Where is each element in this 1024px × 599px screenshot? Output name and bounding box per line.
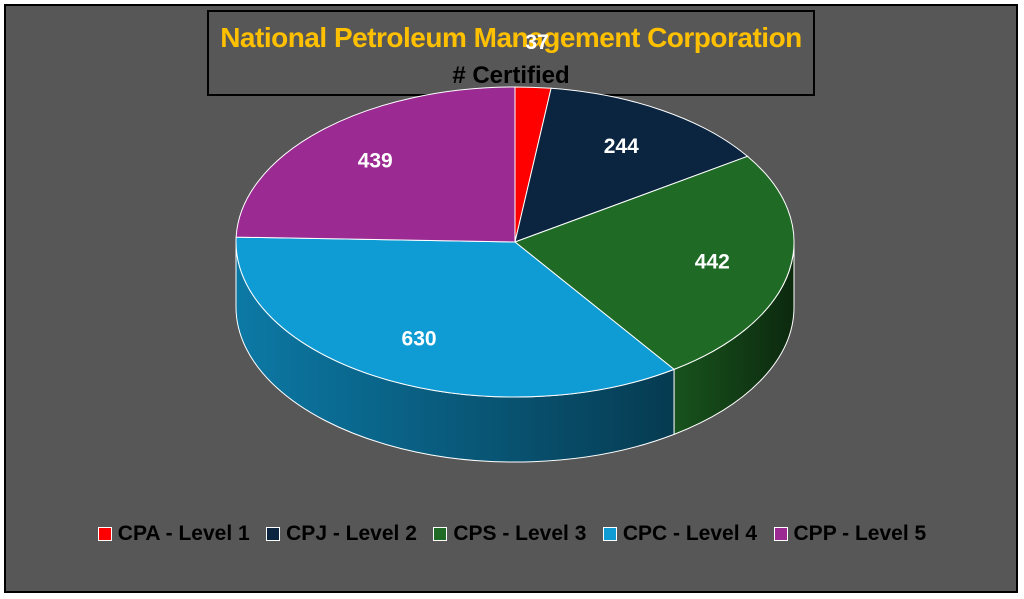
data-label: 244 xyxy=(604,135,639,158)
legend-item-cpj: CPJ - Level 2 xyxy=(266,522,417,546)
legend-swatch xyxy=(266,527,281,541)
data-label: 37 xyxy=(525,31,548,54)
data-label: 439 xyxy=(358,149,393,172)
legend-swatch xyxy=(97,527,112,541)
legend-label: CPA - Level 1 xyxy=(117,522,250,545)
legend-item-cpc: CPC - Level 4 xyxy=(602,522,758,546)
legend-item-cpp: CPP - Level 5 xyxy=(773,522,927,546)
pie-slice xyxy=(235,236,676,398)
legend-swatch xyxy=(773,527,788,541)
pie-slice xyxy=(235,86,516,243)
legend-item-cpa: CPA - Level 1 xyxy=(97,522,250,546)
pie-top xyxy=(235,86,795,398)
pie-slice xyxy=(514,87,749,243)
legend-swatch xyxy=(602,527,617,541)
legend-label: CPC - Level 4 xyxy=(622,522,758,545)
chart-legend: CPA - Level 1 CPJ - Level 2 CPS - Level … xyxy=(0,522,1024,546)
legend-swatch xyxy=(433,527,448,541)
pie-slice xyxy=(513,155,795,370)
legend-item-cps: CPS - Level 3 xyxy=(433,522,586,546)
chart-title: National Petroleum Management Corporatio… xyxy=(220,22,802,53)
data-label: 442 xyxy=(695,251,730,274)
chart-subtitle: # Certified xyxy=(452,62,570,89)
data-labels: 37 244 442 630 439 xyxy=(358,31,730,351)
legend-label: CPP - Level 5 xyxy=(793,522,927,545)
legend-label: CPJ - Level 2 xyxy=(286,522,417,545)
data-label: 630 xyxy=(402,328,437,351)
legend-label: CPS - Level 3 xyxy=(453,522,587,545)
